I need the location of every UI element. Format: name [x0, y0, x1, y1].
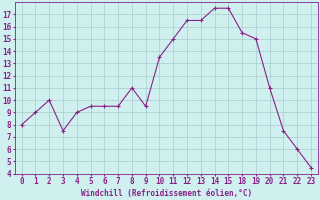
X-axis label: Windchill (Refroidissement éolien,°C): Windchill (Refroidissement éolien,°C) [81, 189, 252, 198]
